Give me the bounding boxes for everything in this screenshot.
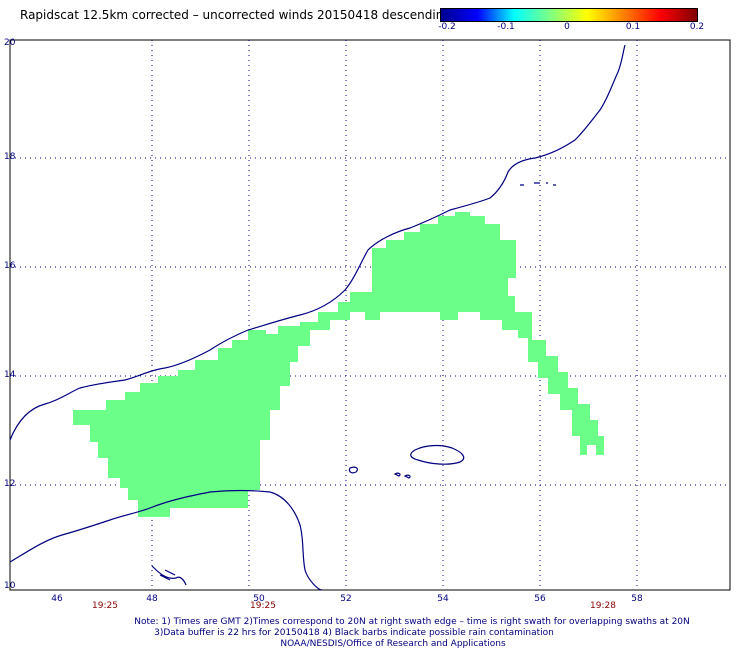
lon-label-52: 52 (340, 594, 352, 604)
time-label-2: 19:25 (250, 601, 276, 611)
lat-label-20: 20 (4, 38, 16, 48)
islet-west (348, 466, 359, 474)
lat-label-10: 10 (4, 581, 16, 591)
colorbar-label-zero: 0 (564, 22, 570, 32)
somalia-coastline (9, 489, 323, 591)
lat-label-18: 18 (4, 152, 16, 162)
lon-label-50: 50 (253, 594, 265, 604)
time-label-3: 19:28 (590, 601, 616, 611)
colorbar-label-max: 0.2 (689, 22, 705, 32)
lon-label-56: 56 (534, 594, 546, 604)
lon-label-54: 54 (437, 594, 449, 604)
note-line-1: Note: 1) Times are GMT 2)Times correspon… (134, 617, 690, 627)
colorbar-label-pos: 0.1 (625, 22, 641, 32)
colorbar-label-min: -0.2 (438, 22, 456, 32)
lat-label-12: 12 (4, 479, 16, 489)
kuria-muria-islands (520, 182, 556, 186)
wind-difference-swath (73, 212, 604, 517)
lat-label-14: 14 (4, 370, 16, 380)
lon-label-46: 46 (51, 594, 63, 604)
note-line-2: 3)Data buffer is 22 hrs for 20150418 4) … (154, 628, 554, 638)
coastlines (9, 44, 626, 591)
map-title: Rapidscat 12.5km corrected – uncorrected… (20, 8, 451, 22)
islet-mid (393, 472, 401, 477)
arabian-peninsula-coastline (9, 44, 626, 441)
plot-frame (9, 39, 731, 591)
lon-label-48: 48 (146, 594, 158, 604)
time-label-1: 19:25 (92, 601, 118, 611)
lat-label-16: 16 (4, 261, 16, 271)
lon-label-58: 58 (631, 594, 643, 604)
socotra-island (151, 565, 187, 586)
color-scale-bar (440, 8, 698, 22)
islet-east (403, 474, 411, 479)
colorbar-label-neg: -0.1 (497, 22, 515, 32)
note-line-3: NOAA/NESDIS/Office of Research and Appli… (280, 639, 506, 649)
socotra-main-island (410, 444, 465, 465)
